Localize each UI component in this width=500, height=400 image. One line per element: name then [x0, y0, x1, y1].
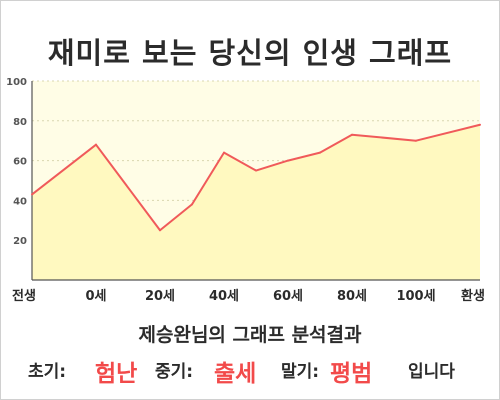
- data-point-0: [31, 193, 33, 196]
- x-tick-label-7: 환생: [461, 288, 485, 304]
- x-tick-label-4: 60세: [273, 289, 303, 304]
- x-tick-label-5: 80세: [337, 289, 367, 304]
- data-point-7: [319, 151, 321, 154]
- y-tick-label-3: 80: [13, 117, 27, 128]
- data-point-5: [255, 169, 257, 172]
- data-point-9: [415, 139, 417, 142]
- x-tick-label-3: 40세: [209, 289, 239, 304]
- chart-title: 재미로 보는 당신의 인생 그래프: [47, 36, 453, 70]
- x-tick-label-6: 100세: [396, 289, 435, 304]
- data-point-3: [191, 203, 193, 206]
- result-title: 제승완님의 그래프 분석결과: [138, 324, 362, 346]
- data-point-2: [159, 229, 161, 232]
- y-tick-label-2: 60: [13, 157, 27, 168]
- data-point-1: [95, 143, 97, 146]
- area-fill: [32, 124, 480, 280]
- tail-text: 입니다: [408, 362, 455, 382]
- y-tick-label-1: 40: [13, 196, 27, 207]
- data-point-6: [287, 159, 289, 162]
- y-tick-label-0: 20: [13, 236, 27, 247]
- x-tick-label-1: 0세: [85, 289, 106, 304]
- data-point-10: [479, 123, 481, 126]
- early-label: 초기:: [28, 362, 67, 382]
- mid-value: 출세: [214, 361, 257, 387]
- mid-label: 중기:: [155, 362, 194, 382]
- x-tick-label-2: 20세: [145, 289, 175, 304]
- late-value: 평범: [330, 361, 373, 387]
- y-tick-label-4: 100: [6, 77, 27, 88]
- x-tick-label-0: 전생: [12, 288, 36, 304]
- early-value: 험난: [95, 361, 138, 387]
- late-label: 말기:: [281, 362, 320, 382]
- data-point-8: [351, 133, 353, 136]
- data-point-4: [223, 151, 225, 154]
